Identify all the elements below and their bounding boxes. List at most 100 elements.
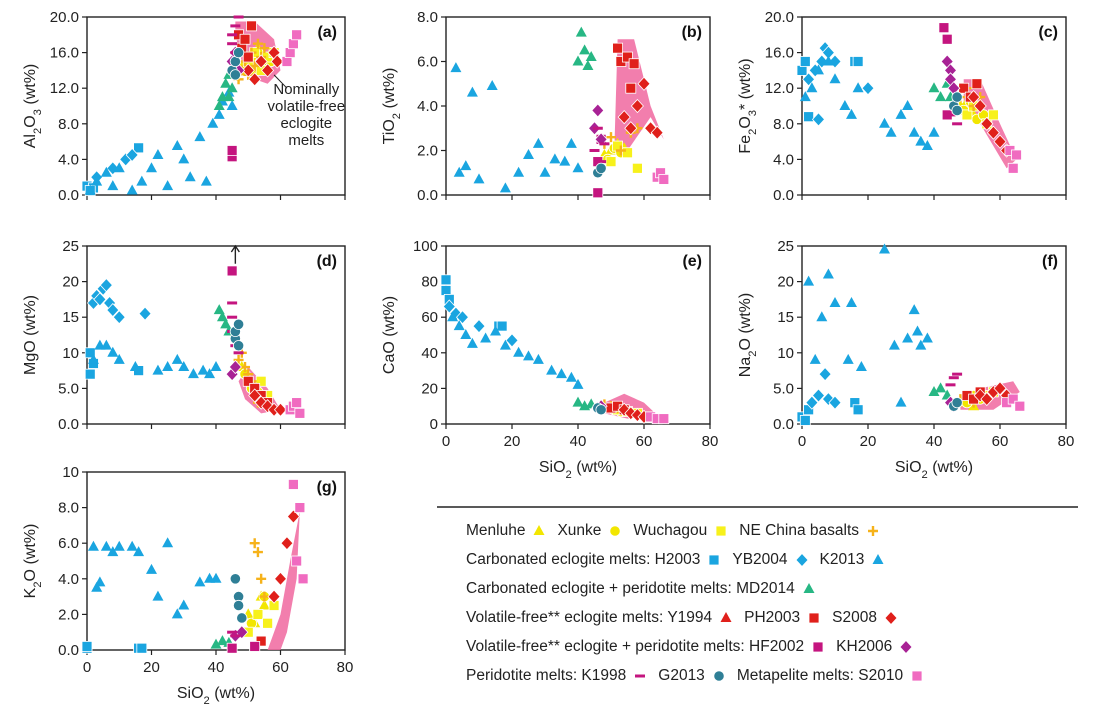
data-point-md2014	[223, 91, 235, 102]
data-point-ne_china	[249, 538, 260, 549]
legend-symbol-g2013	[713, 670, 725, 682]
x-tick-label: 40	[570, 433, 587, 450]
data-point-k2013	[91, 581, 103, 592]
data-point-k2013	[908, 304, 920, 315]
data-point-k2013	[879, 243, 890, 254]
y-tick-label: 5.0	[58, 380, 79, 397]
data-point-hf2002	[938, 22, 950, 34]
legend-row: Volatile-free** eclogite melts: Y1994 PH2…	[466, 607, 909, 629]
data-point-md2014	[572, 396, 584, 407]
data-point-s2010	[1007, 162, 1019, 174]
data-point-k2013	[171, 608, 183, 619]
legend-symbol-menluhe	[533, 525, 545, 535]
data-point-md2014	[213, 100, 225, 110]
legend-label: Peridotite melts: K1998	[466, 667, 627, 684]
data-point-s2008	[248, 388, 262, 403]
data-point-k2013	[839, 100, 851, 110]
data-point-k2013	[100, 540, 112, 551]
data-point-k2013	[895, 396, 907, 407]
legend-marker-wuchagou	[715, 525, 727, 537]
legend-symbol-md2014	[803, 583, 815, 593]
data-point-md2014	[220, 77, 232, 88]
data-point-ne_china	[249, 60, 260, 71]
data-point-k2013	[113, 162, 125, 173]
data-point-s2010	[287, 38, 299, 50]
data-point-k2013	[107, 180, 119, 191]
data-point-k2013	[846, 296, 857, 307]
data-point-s2008	[993, 134, 1007, 149]
data-point-k2013	[94, 576, 106, 587]
legend-marker-ne_china	[868, 526, 879, 536]
data-point-h2003	[796, 65, 808, 76]
data-point-k2013	[915, 135, 927, 146]
data-point-s2010	[291, 397, 303, 409]
data-point-s2010	[1007, 393, 1019, 405]
data-point-k2013	[572, 162, 584, 173]
data-point-k2013	[200, 175, 212, 186]
data-point-s2008	[270, 54, 284, 69]
legend-label: Carbonated eclogite + peridotite melts: …	[466, 580, 795, 597]
data-point-k2013	[816, 311, 828, 322]
legend-label: NE China basalts	[739, 522, 860, 539]
data-point-k2013	[895, 108, 907, 119]
data-point-k2013	[107, 546, 119, 557]
data-point-s2008	[617, 110, 631, 125]
legend-symbol-yb2004	[795, 552, 809, 568]
y-tick-label: 6.0	[58, 535, 79, 552]
y-tick-label: 0.0	[58, 416, 79, 433]
data-point-k2013	[885, 126, 897, 137]
data-point-k2013	[565, 137, 577, 148]
data-point-yb2004	[455, 310, 470, 325]
legend-label: K2013	[819, 551, 865, 568]
data-point-k2013	[888, 339, 900, 350]
annotation-text: Nominally	[273, 81, 339, 98]
y-tick-label: 6.0	[417, 54, 438, 71]
data-point-k2013	[207, 117, 219, 128]
data-point-hf2002	[226, 265, 238, 277]
data-point-k2013	[453, 320, 465, 331]
data-point-k1998	[596, 160, 607, 164]
data-point-k2013	[565, 371, 577, 382]
data-point-yb2004	[99, 278, 113, 293]
data-point-md2014	[575, 26, 587, 37]
annotation-text: eclogite	[280, 115, 332, 132]
data-point-wuchagou	[961, 109, 973, 121]
x-tick-label: 80	[702, 433, 719, 450]
data-point-wuchagou	[605, 156, 617, 168]
data-point-s2010	[281, 56, 293, 67]
data-point-k2013	[226, 100, 238, 110]
data-point-ne_china	[252, 38, 263, 49]
data-point-ph2003	[971, 78, 983, 90]
data-point-g2013	[951, 104, 963, 117]
x-tick-label: 40	[208, 659, 225, 676]
data-point-k2013	[829, 73, 841, 84]
data-point-hf2002	[226, 642, 238, 654]
legend-row: Menluhe Xunke Wuchagou NE China basalts	[466, 520, 891, 542]
data-point-wuchagou	[622, 147, 633, 159]
legend-label: Metapelite melts: S2010	[736, 667, 904, 684]
data-point-k2013	[546, 364, 558, 375]
chart-panel: 0.0 2.0 4.0 6.0 8.0 10 0 20 40 60 80 K2O (wt%) SiO2 …	[22, 464, 353, 707]
data-point-ne_china	[256, 573, 267, 584]
y-axis-label: Na2O (wt%)	[737, 293, 759, 377]
chart-panel: 0.0 4.0 8.0 12.0 16.0 20.0 Fe2O3* (wt%) (c)	[737, 9, 1067, 204]
data-point-k2013	[490, 325, 501, 336]
data-point-g2013	[951, 91, 963, 103]
x-tick-label: 80	[1058, 433, 1075, 450]
data-point-k2013	[162, 361, 174, 372]
data-point-ne_china	[259, 43, 270, 54]
data-point-yb2004	[112, 310, 126, 325]
data-point-s2010	[1011, 149, 1022, 161]
data-point-k2013	[921, 140, 933, 151]
data-point-k1998	[227, 33, 238, 37]
y-tick-label: 16.0	[765, 45, 794, 62]
y-tick-label: 10	[777, 345, 794, 362]
data-point-k2013	[453, 166, 465, 177]
data-point-k2013	[87, 353, 99, 364]
chart-panel: 0.0 2.0 4.0 6.0 8.0 TiO2 (wt%) (b)	[381, 9, 711, 204]
data-point-k2013	[822, 268, 834, 279]
legend-label: Volatile-free** eclogite melts: Y1994	[466, 609, 713, 626]
data-point-k2013	[829, 296, 841, 307]
data-point-k1998	[227, 315, 238, 319]
chart-panel: 0.0 4.0 8.0 12.0 16.0 20.0 Al2O3 (wt%) (a) Nomin…	[22, 9, 346, 204]
